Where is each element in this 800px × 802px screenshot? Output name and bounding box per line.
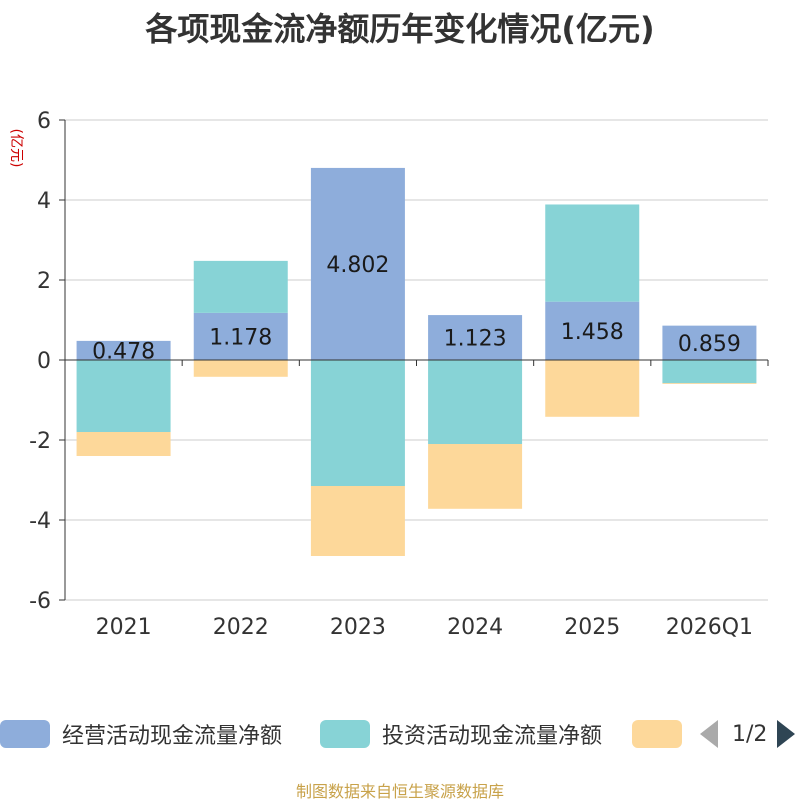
legend-swatch-operating — [0, 720, 50, 748]
bar-segment — [193, 360, 288, 377]
data-labels: 0.478 1.178 4.802 1.123 1.458 0.859 — [92, 253, 741, 364]
y-tick-label: -4 — [29, 509, 51, 534]
bar-segment — [662, 383, 757, 384]
next-page-icon[interactable] — [777, 720, 796, 748]
y-tick-label: -2 — [29, 429, 51, 454]
x-tick-label: 2022 — [213, 615, 269, 640]
data-label: 1.458 — [561, 320, 624, 345]
y-tick-label: 4 — [37, 189, 51, 214]
bar-segment — [76, 340, 171, 360]
x-tick-label: 2025 — [564, 615, 620, 640]
y-tick-label: 0 — [37, 349, 51, 374]
legend-label-operating: 经营活动现金流量净额 — [62, 724, 283, 749]
legend-item-financing[interactable] — [632, 716, 682, 752]
data-source-note: 制图数据来自恒生聚源数据库 — [295, 782, 504, 801]
bar-segment — [310, 360, 405, 486]
bar-segment — [310, 167, 405, 360]
legend-swatch-investing — [320, 720, 370, 748]
data-label: 0.478 — [92, 339, 155, 364]
legend-label-investing: 投资活动现金流量净额 — [382, 724, 603, 749]
y-tick-label: -6 — [29, 589, 51, 614]
bar-segment — [428, 315, 523, 360]
y-axis-label: (亿元) — [8, 129, 24, 168]
bar-segment — [545, 360, 640, 417]
legend-item-operating[interactable]: 经营活动现金流量净额 — [0, 716, 282, 752]
bar-segment — [545, 301, 640, 360]
chart-title: 各项现金流净额历年变化情况(亿元) — [145, 10, 655, 48]
axes: -6 -4 -2 0 2 4 6 2021 2022 2023 2024 2025 2026Q1 — [29, 109, 769, 640]
data-label: 0.859 — [678, 332, 741, 357]
bar-segment — [662, 325, 757, 360]
legend-pager: 1/2 — [700, 716, 796, 752]
bar-segment — [193, 312, 288, 360]
y-tick-label: 6 — [37, 109, 51, 134]
legend-item-investing[interactable]: 投资活动现金流量净额 — [320, 716, 602, 752]
legend: 经营活动现金流量净额 投资活动现金流量净额 — [0, 716, 800, 752]
data-label: 1.178 — [209, 325, 272, 350]
bar-segment — [428, 360, 523, 444]
bar-segment — [662, 360, 757, 384]
bar-segment — [193, 260, 288, 313]
bar-segment — [545, 204, 640, 302]
bar-series — [76, 167, 757, 556]
x-tick-label: 2026Q1 — [666, 615, 753, 640]
x-tick-label: 2021 — [96, 615, 152, 640]
x-tick-label: 2024 — [447, 615, 503, 640]
y-tick-label: 2 — [37, 269, 51, 294]
data-label: 4.802 — [326, 253, 389, 278]
bar-segment — [76, 360, 171, 432]
legend-page-indicator: 1/2 — [732, 721, 768, 747]
legend-swatch-financing — [632, 720, 682, 748]
bar-segment — [428, 444, 523, 509]
x-tick-label: 2023 — [330, 615, 386, 640]
bar-segment — [310, 486, 405, 556]
prev-page-icon[interactable] — [700, 720, 718, 748]
data-label: 1.123 — [444, 327, 507, 352]
bar-segment — [76, 432, 171, 456]
chart-canvas: -6 -4 -2 0 2 4 6 2021 2022 2023 2024 2025 2026Q1 0.4… — [8, 109, 769, 640]
